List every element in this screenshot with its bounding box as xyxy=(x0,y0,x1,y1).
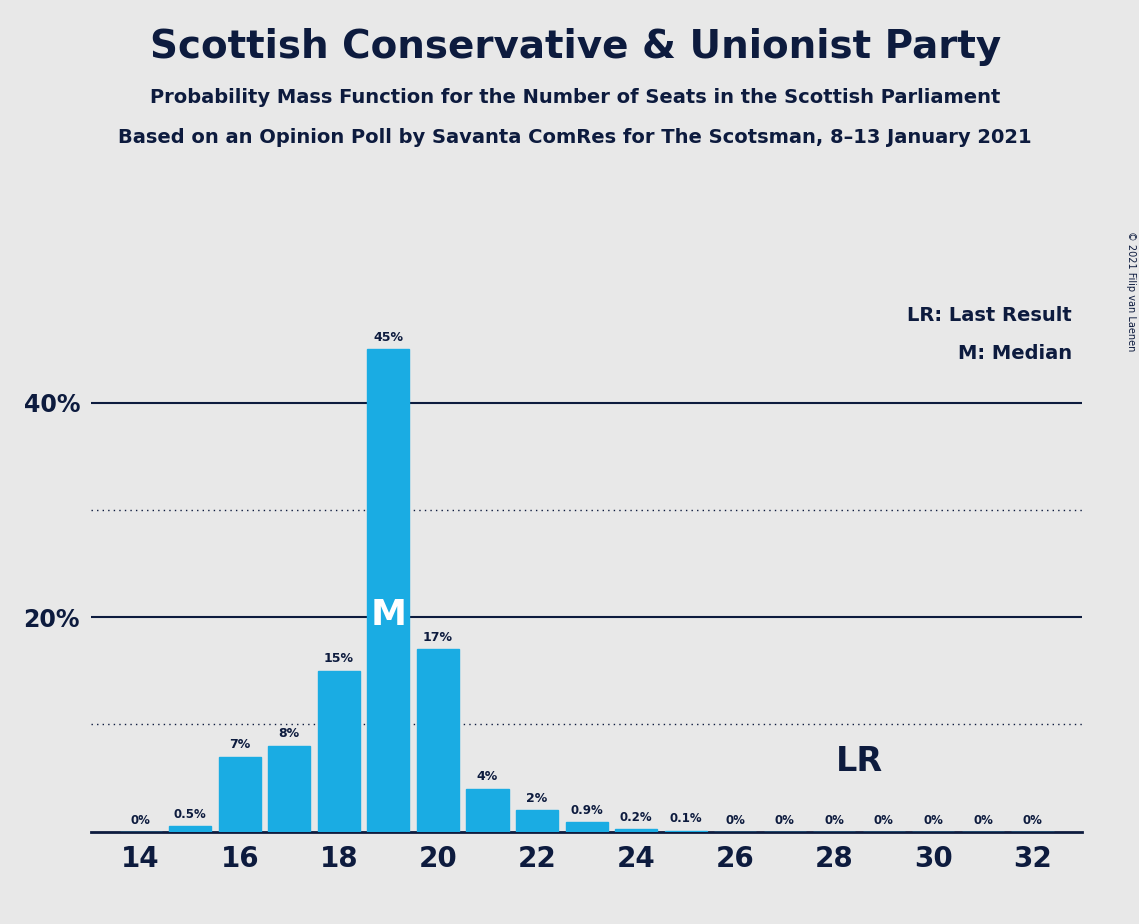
Text: 0.5%: 0.5% xyxy=(174,808,206,821)
Bar xyxy=(417,650,459,832)
Text: LR: LR xyxy=(836,746,883,778)
Text: 8%: 8% xyxy=(279,727,300,740)
Text: 0.1%: 0.1% xyxy=(670,812,702,825)
Text: Probability Mass Function for the Number of Seats in the Scottish Parliament: Probability Mass Function for the Number… xyxy=(150,88,1000,107)
Text: © 2021 Filip van Laenen: © 2021 Filip van Laenen xyxy=(1126,231,1136,351)
Text: 0.2%: 0.2% xyxy=(620,811,653,824)
Text: 0%: 0% xyxy=(874,814,894,827)
Bar xyxy=(269,746,310,832)
Text: Based on an Opinion Poll by Savanta ComRes for The Scotsman, 8–13 January 2021: Based on an Opinion Poll by Savanta ComR… xyxy=(118,128,1032,147)
Text: 17%: 17% xyxy=(423,631,453,644)
Bar xyxy=(368,349,409,832)
Bar xyxy=(615,830,657,832)
Text: 0%: 0% xyxy=(131,814,150,827)
Text: M: Median: M: Median xyxy=(958,344,1072,363)
Text: 0%: 0% xyxy=(924,814,943,827)
Text: M: M xyxy=(370,598,407,631)
Bar xyxy=(219,757,261,832)
Text: 0%: 0% xyxy=(1023,814,1042,827)
Text: 0%: 0% xyxy=(973,814,993,827)
Text: 0.9%: 0.9% xyxy=(571,804,603,817)
Bar xyxy=(665,831,706,832)
Bar xyxy=(566,822,607,832)
Text: 0%: 0% xyxy=(825,814,844,827)
Text: 0%: 0% xyxy=(726,814,745,827)
Text: 7%: 7% xyxy=(229,738,251,751)
Bar xyxy=(318,671,360,832)
Bar xyxy=(467,789,508,832)
Text: 4%: 4% xyxy=(477,771,498,784)
Text: 0%: 0% xyxy=(775,814,795,827)
Text: 45%: 45% xyxy=(374,331,403,344)
Bar xyxy=(170,826,211,832)
Text: Scottish Conservative & Unionist Party: Scottish Conservative & Unionist Party xyxy=(149,28,1001,66)
Text: 15%: 15% xyxy=(323,652,354,665)
Text: LR: Last Result: LR: Last Result xyxy=(908,307,1072,325)
Bar xyxy=(516,810,558,832)
Text: 2%: 2% xyxy=(526,792,548,805)
